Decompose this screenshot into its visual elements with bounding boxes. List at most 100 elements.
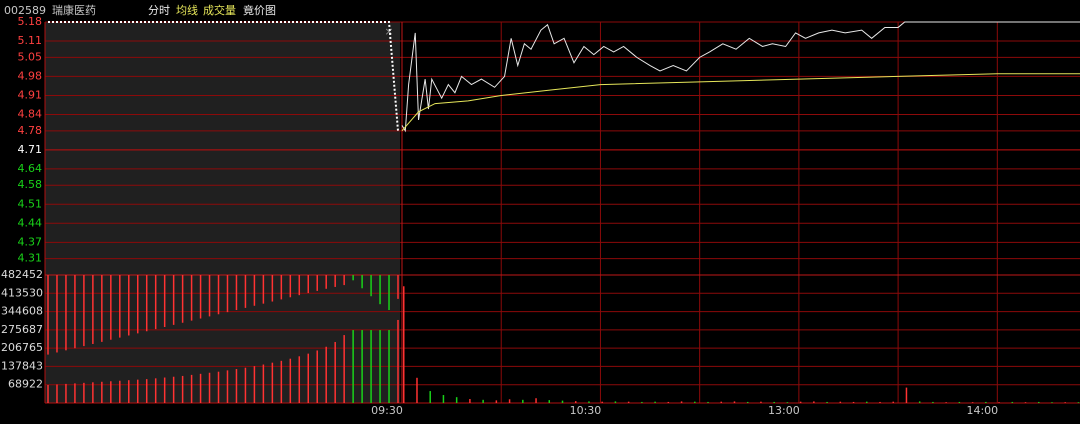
volume-bar bbox=[998, 402, 1000, 403]
volume-bar bbox=[958, 401, 961, 403]
auction-unmatched-bar bbox=[235, 275, 238, 311]
auction-matched-bar bbox=[226, 370, 229, 403]
volume-bar bbox=[680, 401, 683, 403]
auction-matched-bar bbox=[145, 379, 148, 403]
auction-unmatched-bar bbox=[379, 275, 381, 305]
auction-unmatched-bar bbox=[101, 275, 103, 342]
auction-matched-bar bbox=[298, 356, 301, 403]
volume-bar bbox=[813, 401, 815, 403]
volume-bar bbox=[1011, 401, 1014, 403]
y2-tick-label: 344608 bbox=[1, 305, 43, 318]
legend-entry: 成交量 bbox=[203, 3, 236, 17]
auction-matched-bar bbox=[154, 378, 157, 403]
volume-bar bbox=[442, 395, 445, 403]
volume-bar bbox=[1064, 402, 1066, 403]
auction-unmatched-bar bbox=[289, 275, 292, 298]
volume-bar bbox=[535, 398, 537, 403]
auction-matched-bar bbox=[316, 350, 318, 403]
auction-unmatched-bar bbox=[352, 275, 354, 281]
auction-unmatched-bar bbox=[262, 275, 265, 304]
volume-bar bbox=[469, 399, 471, 403]
volume-bar bbox=[548, 400, 551, 403]
y2-tick-label: 482452 bbox=[1, 268, 43, 281]
volume-bar bbox=[641, 401, 643, 403]
volume-bar bbox=[429, 391, 431, 403]
price-line bbox=[401, 21, 1080, 133]
auction-matched-bar bbox=[325, 346, 327, 403]
auction-unmatched-bar bbox=[128, 275, 130, 336]
volume-bar bbox=[1051, 402, 1053, 403]
auction-unmatched-bar bbox=[325, 275, 327, 289]
volume-bar bbox=[746, 401, 749, 403]
auction-matched-bar bbox=[190, 374, 193, 403]
auction-unmatched-bar bbox=[190, 275, 193, 321]
volume-bar bbox=[654, 401, 656, 403]
auction-unmatched-bar bbox=[217, 275, 220, 315]
auction-unmatched-bar bbox=[343, 275, 345, 286]
close-icon[interactable]: × bbox=[384, 25, 393, 38]
auction-matched-bar bbox=[65, 383, 67, 403]
auction-unmatched-bar bbox=[316, 275, 318, 291]
auction-matched-bar bbox=[235, 369, 238, 403]
volume-bar bbox=[760, 401, 762, 403]
x-tick-label: 13:00 bbox=[768, 404, 800, 417]
auction-matched-bar bbox=[181, 375, 184, 403]
auction-unmatched-bar bbox=[253, 275, 256, 306]
auction-matched-bar bbox=[128, 380, 130, 403]
y-tick-label: 5.18 bbox=[18, 15, 43, 28]
volume-bar bbox=[826, 401, 828, 403]
auction-unmatched-bar bbox=[199, 275, 202, 319]
auction-unmatched-bar bbox=[334, 275, 336, 287]
volume-bar bbox=[694, 401, 696, 403]
volume-bar bbox=[839, 401, 842, 403]
auction-unmatched-bar bbox=[172, 275, 175, 325]
volume-bar bbox=[403, 286, 405, 403]
volume-bar bbox=[614, 401, 617, 403]
volume-bar bbox=[866, 401, 868, 403]
auction-unmatched-bar bbox=[92, 275, 94, 344]
volume-bar bbox=[852, 401, 855, 403]
auction-unmatched-bar bbox=[145, 275, 148, 332]
volume-bar bbox=[971, 402, 974, 403]
auction-unmatched-bar bbox=[181, 275, 184, 323]
volume-bar bbox=[1077, 402, 1080, 403]
auction-matched-bar bbox=[280, 360, 283, 403]
volume-bar bbox=[601, 401, 603, 403]
volume-bar bbox=[522, 399, 524, 403]
y-tick-label: 4.37 bbox=[18, 235, 43, 248]
stock-name: 瑞康医药 bbox=[52, 3, 96, 17]
auction-unmatched-bar bbox=[298, 275, 301, 296]
auction-unmatched-bar bbox=[83, 275, 85, 347]
y-tick-label: 4.98 bbox=[18, 69, 43, 82]
x-tick-label: 09:30 bbox=[371, 404, 403, 417]
auction-matched-bar bbox=[262, 364, 265, 403]
auction-unmatched-bar bbox=[244, 275, 247, 308]
volume-bar bbox=[707, 401, 709, 403]
auction-unmatched-bar bbox=[271, 275, 274, 302]
auction-matched-bar bbox=[101, 381, 103, 403]
volume-bar bbox=[918, 401, 921, 403]
y-tick-label: 4.91 bbox=[18, 88, 43, 101]
volume-bar bbox=[985, 401, 987, 403]
y-tick-label: 4.44 bbox=[18, 216, 43, 229]
auction-unmatched-bar bbox=[136, 275, 139, 334]
y2-tick-label: 413530 bbox=[1, 286, 43, 299]
auction-matched-bar bbox=[136, 379, 139, 403]
volume-bar bbox=[799, 401, 802, 403]
auction-matched-bar bbox=[74, 383, 76, 403]
price-line bbox=[401, 73, 1080, 132]
volume-bar bbox=[482, 399, 484, 403]
auction-matched-bar bbox=[397, 319, 399, 403]
auction-title: 竟价图 bbox=[243, 4, 276, 17]
y-tick-label: 4.78 bbox=[18, 124, 43, 137]
auction-unmatched-bar bbox=[226, 275, 229, 313]
legend-entry: 均线 bbox=[176, 3, 198, 17]
y-tick-label: 5.05 bbox=[18, 50, 43, 63]
auction-matched-bar bbox=[172, 376, 175, 403]
volume-bar bbox=[879, 401, 881, 403]
stock-code: 002589 bbox=[4, 4, 46, 17]
volume-bar bbox=[773, 401, 775, 403]
volume-bar bbox=[561, 400, 564, 403]
